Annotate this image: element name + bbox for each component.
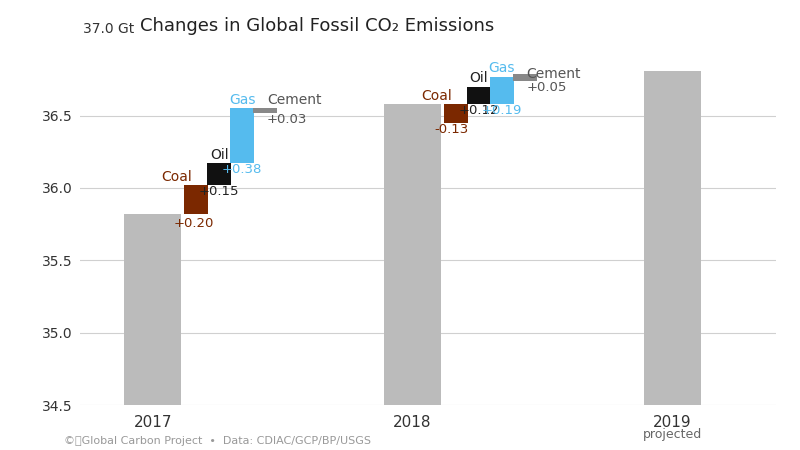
Text: Gas: Gas <box>229 93 255 107</box>
Text: ©ⓘGlobal Carbon Project  •  Data: CDIAC/GCP/BP/USGS: ©ⓘGlobal Carbon Project • Data: CDIAC/GC… <box>64 436 371 446</box>
Bar <box>184 185 208 214</box>
Text: Cement: Cement <box>267 93 322 107</box>
Bar <box>513 74 537 81</box>
Text: Changes in Global Fossil CO₂ Emissions: Changes in Global Fossil CO₂ Emissions <box>140 17 494 35</box>
Bar <box>253 108 277 112</box>
Bar <box>444 104 468 123</box>
Text: Oil: Oil <box>210 148 229 162</box>
Bar <box>124 214 182 405</box>
Text: -0.13: -0.13 <box>434 123 469 136</box>
Text: +0.12: +0.12 <box>458 104 499 117</box>
Bar <box>490 76 514 104</box>
Text: +0.19: +0.19 <box>482 104 522 117</box>
Text: +0.38: +0.38 <box>222 163 262 176</box>
Text: projected: projected <box>642 428 702 441</box>
Text: Cement: Cement <box>526 67 581 81</box>
Text: 37.0 Gt: 37.0 Gt <box>83 22 134 36</box>
Text: +0.20: +0.20 <box>174 217 214 230</box>
Text: Coal: Coal <box>421 89 452 103</box>
Bar <box>643 71 701 405</box>
Bar <box>384 104 441 405</box>
Bar <box>207 163 231 185</box>
Text: +0.15: +0.15 <box>199 185 239 198</box>
Bar <box>467 87 491 104</box>
Text: Oil: Oil <box>470 71 488 85</box>
Text: +0.05: +0.05 <box>526 81 567 94</box>
Text: Coal: Coal <box>162 170 192 184</box>
Bar <box>230 108 254 163</box>
Text: +0.03: +0.03 <box>267 112 307 126</box>
Text: Gas: Gas <box>489 61 515 75</box>
